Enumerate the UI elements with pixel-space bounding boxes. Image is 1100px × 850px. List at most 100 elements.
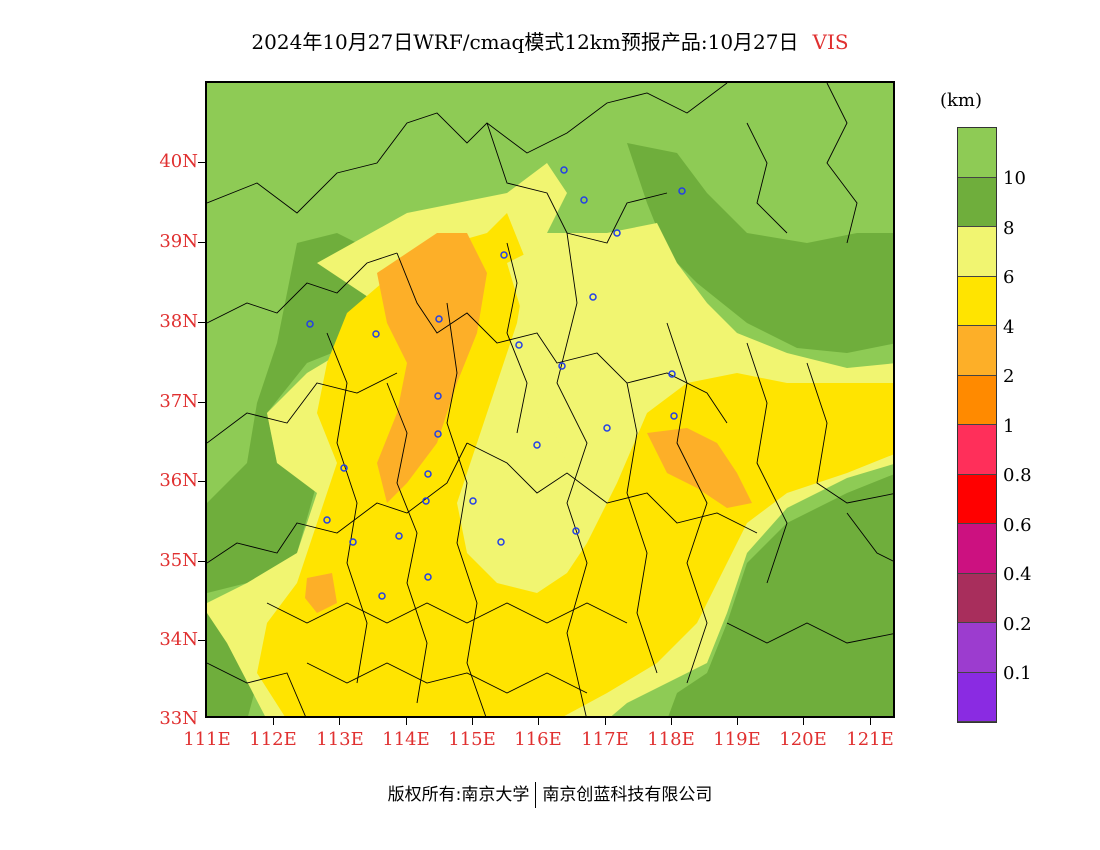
lon-label: 116E: [514, 729, 562, 750]
colorbar-segment: [958, 672, 996, 722]
lon-label: 120E: [779, 729, 827, 750]
colorbar-label: 0.1: [1003, 663, 1032, 684]
city-marker: [515, 341, 523, 349]
lon-label: 113E: [316, 729, 364, 750]
city-marker: [340, 464, 348, 472]
footer-right: 南京创蓝科技有限公司: [542, 785, 713, 805]
lon-tick: [273, 718, 274, 725]
colorbar-unit: (km): [940, 90, 983, 111]
colorbar-segment: [958, 326, 996, 376]
colorbar-label: 8: [1003, 218, 1015, 239]
zone-vis-8-10-west: [207, 233, 387, 593]
chart-title: 2024年10月27日WRF/cmaq模式12km预报产品:10月27日 VIS: [0, 26, 1100, 55]
variable-label: VIS: [812, 30, 849, 54]
lon-label: 114E: [382, 729, 430, 750]
colorbar-label: 1: [1003, 416, 1015, 437]
city-marker: [424, 470, 432, 478]
colorbar-segment: [958, 425, 996, 475]
lon-tick: [538, 718, 539, 725]
lat-tick: [198, 561, 205, 562]
colorbar: [957, 127, 997, 723]
colorbar-segment: [958, 474, 996, 524]
lat-label: 39N: [159, 231, 198, 252]
city-marker: [469, 497, 477, 505]
lat-label: 36N: [159, 470, 198, 491]
city-marker: [378, 592, 386, 600]
admin-boundaries: [207, 83, 893, 716]
zone-vis-2-4-east: [647, 428, 752, 508]
colorbar-label: 4: [1003, 317, 1015, 338]
colorbar-segment: [958, 276, 996, 326]
city-marker: [422, 497, 430, 505]
lat-tick: [198, 162, 205, 163]
zone-vis-8-10-southeast: [668, 474, 893, 716]
colorbar-label: 0.8: [1003, 465, 1032, 486]
city-marker: [668, 370, 676, 378]
lon-label: 115E: [448, 729, 496, 750]
city-marker: [533, 441, 541, 449]
city-marker: [589, 293, 597, 301]
colorbar-segment: [958, 573, 996, 623]
lon-tick: [472, 718, 473, 725]
city-marker: [424, 573, 432, 581]
colorbar-label: 0.4: [1003, 564, 1032, 585]
lat-label: 40N: [159, 151, 198, 172]
lon-tick: [671, 718, 672, 725]
city-marker: [678, 187, 686, 195]
city-marker: [349, 538, 357, 546]
city-marker: [613, 229, 621, 237]
city-marker: [580, 196, 588, 204]
city-marker: [560, 166, 568, 174]
colorbar-segment: [958, 177, 996, 227]
lat-label: 35N: [159, 550, 198, 571]
lon-label: 119E: [713, 729, 761, 750]
city-marker: [434, 430, 442, 438]
city-marker: [670, 412, 678, 420]
city-marker: [603, 424, 611, 432]
lat-tick: [198, 402, 205, 403]
lon-tick: [406, 718, 407, 725]
lon-tick: [737, 718, 738, 725]
lon-label: 112E: [249, 729, 297, 750]
lat-label: 38N: [159, 311, 198, 332]
colorbar-label: 6: [1003, 267, 1015, 288]
city-marker: [395, 532, 403, 540]
lat-label: 34N: [159, 629, 198, 650]
city-marker: [434, 392, 442, 400]
zone-vis-8-10-northeast: [627, 143, 893, 353]
colorbar-segment: [958, 375, 996, 425]
lat-tick: [198, 242, 205, 243]
lat-label: 37N: [159, 391, 198, 412]
lon-label: 118E: [647, 729, 695, 750]
zone-vis-6-8-center: [487, 243, 567, 563]
lat-label: 33N: [159, 708, 198, 729]
lat-tick: [198, 481, 205, 482]
city-marker: [372, 330, 380, 338]
lon-label: 117E: [581, 729, 629, 750]
lon-tick: [605, 718, 606, 725]
city-marker: [323, 516, 331, 524]
title-text: 2024年10月27日WRF/cmaq模式12km预报产品:10月27日: [251, 30, 799, 54]
lat-tick: [198, 322, 205, 323]
footer-copyright: 版权所有:南京大学 南京创蓝科技有限公司: [0, 780, 1100, 808]
colorbar-segment: [958, 623, 996, 673]
zone-vis-2-4-north: [377, 233, 487, 503]
city-marker: [435, 315, 443, 323]
lon-tick: [803, 718, 804, 725]
colorbar-label: 0.2: [1003, 614, 1032, 635]
colorbar-segment: [958, 524, 996, 574]
city-marker: [306, 320, 314, 328]
city-markers: [306, 166, 686, 600]
footer-left: 版权所有:南京大学: [387, 785, 530, 805]
colorbar-label: 0.6: [1003, 515, 1032, 536]
colorbar-segment: [958, 227, 996, 277]
colorbar-label: 2: [1003, 366, 1015, 387]
city-marker: [500, 251, 508, 259]
lon-tick: [339, 718, 340, 725]
city-marker: [497, 538, 505, 546]
map-panel[interactable]: [205, 81, 895, 718]
lat-tick: [198, 640, 205, 641]
city-marker: [572, 527, 580, 535]
footer-separator: [535, 782, 537, 808]
colorbar-label: 10: [1003, 168, 1026, 189]
